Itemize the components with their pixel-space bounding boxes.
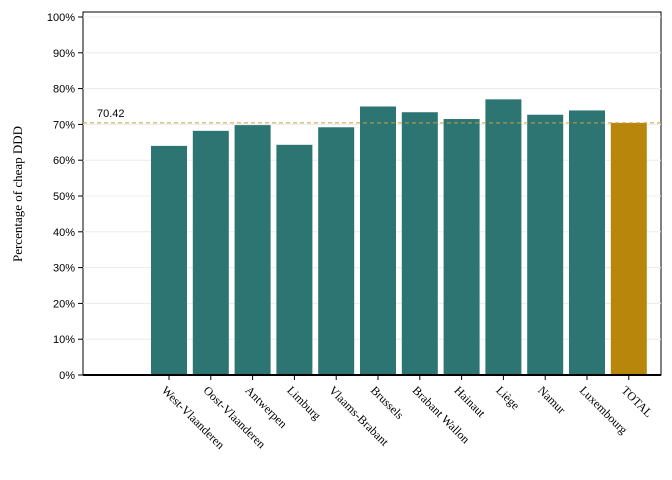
y-tick-label: 10% xyxy=(53,334,75,346)
x-tick-label: Limburg xyxy=(284,383,323,422)
x-tick-label: Namur xyxy=(535,383,568,416)
y-tick-label: 40% xyxy=(53,227,75,239)
y-tick-label: 100% xyxy=(47,12,75,24)
y-tick-label: 30% xyxy=(53,263,75,275)
bar xyxy=(192,130,229,375)
y-axis-title: Percentage of cheap DDD xyxy=(10,126,25,262)
x-tick-label: Brussels xyxy=(368,383,407,422)
bar xyxy=(234,125,271,375)
x-tick-label: Hainaut xyxy=(451,383,488,420)
y-tick-label: 60% xyxy=(53,155,75,167)
bar xyxy=(527,114,564,375)
y-axis-ticks: 0% 10% 20% 30% 40% 50% 60% 70% 80% 90% 100% xyxy=(47,12,661,382)
y-tick-label: 50% xyxy=(53,191,75,203)
y-tick-label: 80% xyxy=(53,84,75,96)
y-tick-label: 90% xyxy=(53,48,75,60)
x-tick-label: Liège xyxy=(493,383,522,412)
x-tick-label: TOTAL xyxy=(619,383,656,420)
bar xyxy=(276,144,313,375)
y-tick-label: 20% xyxy=(53,298,75,310)
bar xyxy=(569,110,605,376)
bar xyxy=(401,112,438,375)
bar xyxy=(443,119,480,375)
bar xyxy=(151,145,187,375)
x-axis-labels: West-VlaanderenOost-VlaanderenAntwerpenL… xyxy=(159,375,656,452)
bar xyxy=(318,127,355,375)
bar xyxy=(610,122,647,376)
y-tick-label: 0% xyxy=(59,370,75,382)
bar xyxy=(360,106,396,375)
bar xyxy=(485,99,522,375)
y-tick-label: 70% xyxy=(53,119,75,131)
reference-line-label: 70.42 xyxy=(97,108,125,120)
bars xyxy=(151,99,647,376)
